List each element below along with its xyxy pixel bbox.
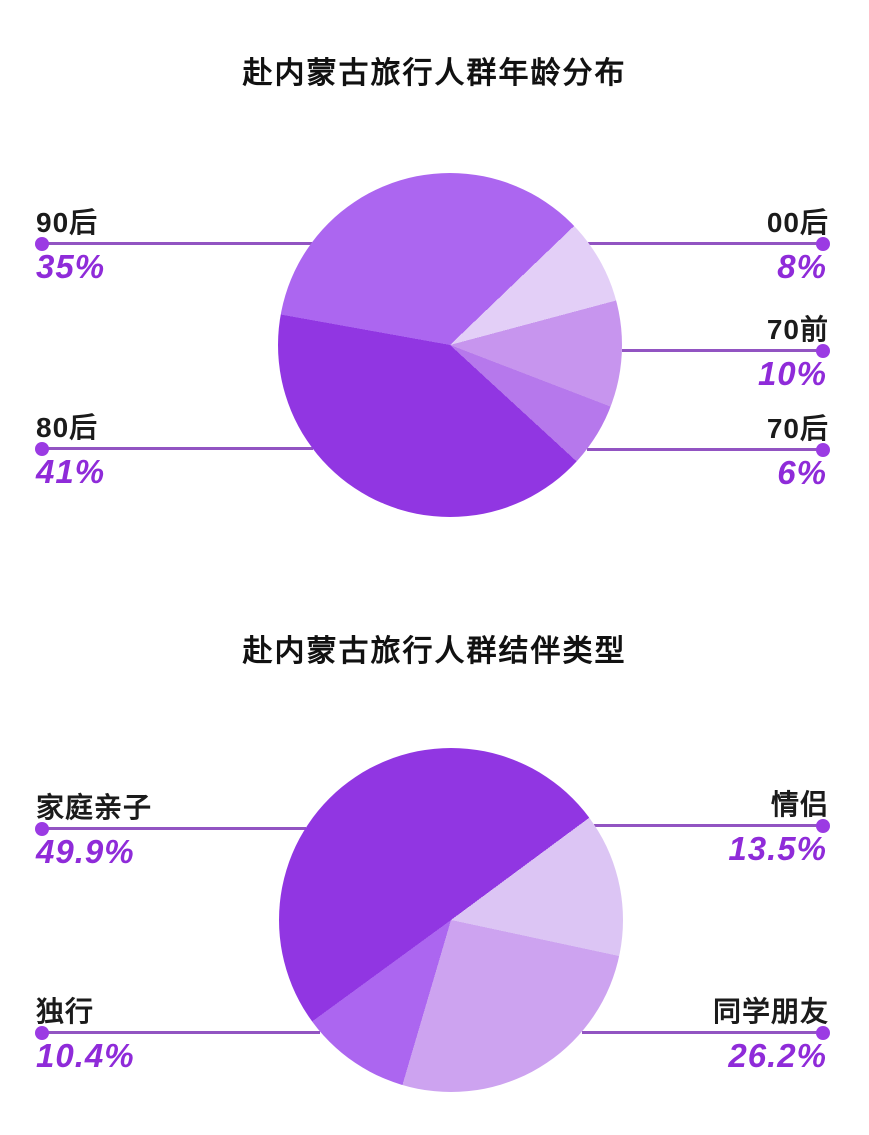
- slice-value: 8%: [777, 248, 827, 285]
- slice-label: 独行: [36, 996, 95, 1027]
- callout-pre70s: 70前 10%: [622, 313, 830, 393]
- slice-label: 70前: [766, 314, 829, 345]
- leader-dot-icon: [816, 236, 830, 251]
- callout-friends: 同学朋友 26.2%: [582, 995, 830, 1075]
- callout-00s: 00后 8%: [588, 206, 830, 286]
- callout-family: 家庭亲子 49.9%: [35, 791, 306, 871]
- leader-line: [35, 441, 313, 456]
- slice-value: 35%: [36, 248, 106, 285]
- slice-value: 26.2%: [728, 1037, 827, 1074]
- leader-line: [594, 818, 830, 833]
- leader-dot-icon: [35, 236, 49, 251]
- leader-dot-icon: [816, 343, 830, 358]
- leader-dot-icon: [816, 442, 830, 457]
- age-pie: [278, 173, 622, 517]
- leader-dot-icon: [816, 1025, 830, 1040]
- slice-label: 情侣: [770, 789, 829, 820]
- leader-dot-icon: [816, 818, 830, 833]
- leader-dot-icon: [35, 1025, 49, 1040]
- slice-value: 6%: [777, 454, 827, 491]
- leader-line: [35, 1025, 320, 1040]
- leader-line: [35, 236, 312, 251]
- leader-line: [622, 343, 830, 358]
- slice-value: 10.4%: [36, 1037, 135, 1074]
- leader-line: [588, 236, 830, 251]
- slice-value: 49.9%: [36, 833, 135, 870]
- slice-label: 90后: [36, 207, 99, 238]
- callout-solo: 独行 10.4%: [35, 995, 320, 1075]
- slice-label: 家庭亲子: [36, 792, 153, 823]
- leader-line: [582, 1025, 830, 1040]
- companion-chart-title: 赴内蒙古旅行人群结伴类型: [242, 635, 627, 668]
- slice-value: 10%: [757, 355, 827, 392]
- leader-line: [587, 442, 830, 457]
- callout-90s: 90后 35%: [35, 206, 312, 286]
- slice-label: 00后: [766, 207, 829, 238]
- callout-80s: 80后 41%: [35, 411, 313, 491]
- callout-couple: 情侣 13.5%: [594, 788, 830, 868]
- age-chart-title: 赴内蒙古旅行人群年龄分布: [242, 57, 627, 90]
- slice-label: 70后: [766, 413, 829, 444]
- slice-label: 80后: [36, 412, 99, 443]
- companion-pie: [279, 748, 623, 1092]
- leader-dot-icon: [35, 441, 49, 456]
- slice-label: 同学朋友: [712, 996, 829, 1027]
- leader-line: [35, 821, 306, 836]
- slice-value: 13.5%: [728, 830, 827, 867]
- companion-type-chart: 赴内蒙古旅行人群结伴类型 家庭亲子 49.9% 情侣 13.5% 独行 10.4…: [0, 560, 869, 1135]
- leader-dot-icon: [35, 821, 49, 836]
- callout-70s: 70后 6%: [587, 412, 830, 492]
- age-distribution-chart: 赴内蒙古旅行人群年龄分布 90后 35% 00后 8% 70前 10% 70后 …: [0, 0, 869, 560]
- slice-value: 41%: [36, 453, 106, 490]
